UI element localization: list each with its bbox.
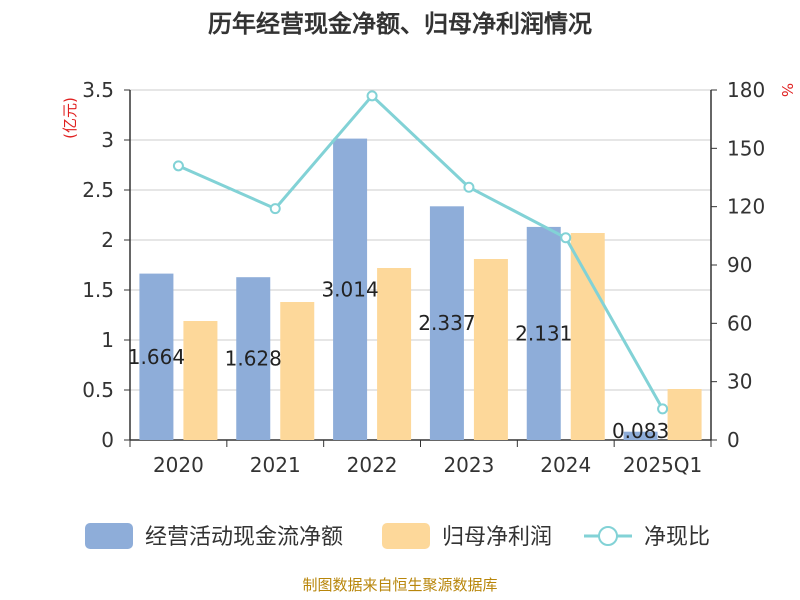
- left-tick-label: 1.5: [82, 278, 114, 302]
- right-tick-label: 90: [727, 253, 752, 277]
- cash-flow-value-label: 3.014: [321, 277, 378, 301]
- ratio-point: [172, 160, 184, 172]
- net-profit-bar: [280, 302, 315, 440]
- cash-flow-bar: [526, 226, 561, 440]
- cash-flow-value-label: 2.337: [418, 311, 475, 335]
- x-tick-label: 2025Q1: [623, 453, 702, 477]
- cash-flow-value-label: 1.628: [225, 347, 282, 371]
- ratio-point: [560, 232, 572, 244]
- left-tick-label: 3.5: [82, 78, 114, 102]
- cash-flow-bar: [333, 138, 368, 440]
- left-tick-label: 2.5: [82, 178, 114, 202]
- legend-label-cash-flow: 经营活动现金流净额: [145, 525, 343, 550]
- axes: 0 0.5 1 1.5 2 2.5 3 3.5 0 30 60 90 120 150 180 2020 2021…: [82, 78, 765, 477]
- cash-flow-value-label: 2.131: [515, 321, 572, 345]
- right-tick-label: 30: [727, 370, 752, 394]
- left-tick-label: 3: [101, 128, 114, 152]
- cash-flow-value-label: 0.083: [612, 419, 669, 443]
- x-tick-label: 2020: [153, 453, 204, 477]
- x-tick-label: 2021: [250, 453, 301, 477]
- ratio-point: [366, 90, 378, 102]
- legend-label-net-profit: 归母净利润: [442, 525, 552, 550]
- cash-flow-value-label: 1.664: [128, 345, 185, 369]
- source-note: 制图数据来自恒生聚源数据库: [302, 576, 497, 594]
- data-labels: 1.664 1.628 3.014 2.337 2.131 0.083: [128, 277, 669, 443]
- cash-flow-bar: [429, 206, 464, 440]
- legend-swatch-cash-flow: [85, 523, 133, 549]
- cash-flow-bar: [139, 273, 174, 440]
- cash-flow-bar: [236, 277, 271, 440]
- net-profit-bar: [667, 389, 702, 440]
- x-tick-label: 2022: [347, 453, 398, 477]
- ratio-point: [463, 181, 475, 193]
- x-tick-label: 2024: [540, 453, 591, 477]
- right-tick-label: 60: [727, 311, 752, 335]
- right-tick-label: 120: [727, 195, 765, 219]
- legend-label-ratio: 净现比: [644, 525, 710, 550]
- right-axis-unit: %: [778, 83, 796, 97]
- left-tick-label: 0: [101, 428, 114, 452]
- chart-title: 历年经营现金净额、归母净利润情况: [208, 10, 592, 38]
- net-profit-bar: [473, 259, 508, 440]
- legend: 经营活动现金流净额 归母净利润 净现比: [85, 523, 710, 550]
- left-tick-label: 1: [101, 328, 114, 352]
- net-profit-bar: [570, 233, 605, 440]
- ratio-line: [172, 90, 669, 415]
- x-tick-label: 2023: [443, 453, 494, 477]
- left-tick-label: 0.5: [82, 378, 114, 402]
- right-tick-label: 180: [727, 78, 765, 102]
- net-profit-bar: [183, 321, 218, 440]
- right-tick-label: 150: [727, 136, 765, 160]
- ratio-point: [269, 203, 281, 215]
- left-axis-unit: (亿元): [61, 97, 79, 139]
- bars: [139, 138, 702, 440]
- net-profit-bar: [377, 268, 412, 440]
- ratio-point: [657, 403, 669, 415]
- left-tick-label: 2: [101, 228, 114, 252]
- legend-swatch-net-profit: [382, 523, 430, 549]
- legend-marker-ratio: [598, 526, 618, 546]
- cash-flow-bar: [623, 431, 658, 440]
- ratio-line-path: [177, 94, 664, 410]
- right-tick-label: 0: [727, 428, 740, 452]
